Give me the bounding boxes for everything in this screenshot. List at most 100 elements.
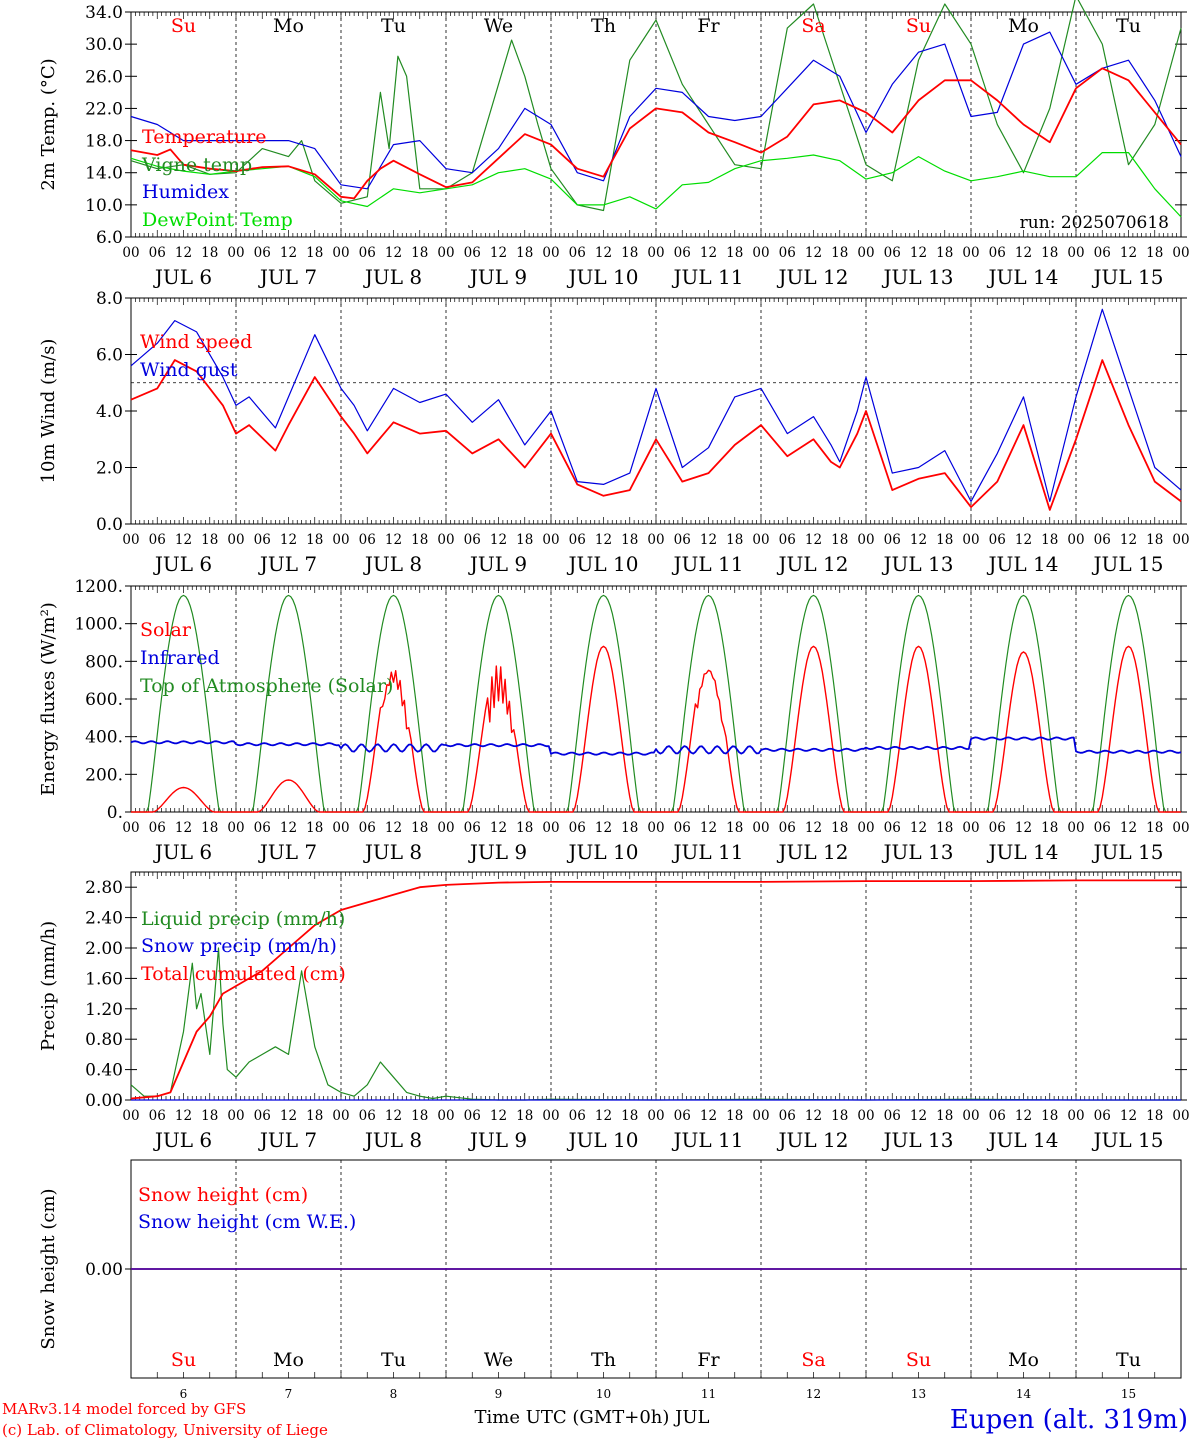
x-hour-label: 12 — [385, 820, 402, 836]
x-hour-label: 06 — [569, 1108, 586, 1124]
x-hour-label: 18 — [1041, 245, 1058, 261]
x-hour-label: 00 — [962, 245, 979, 261]
y-tick-label: 200. — [85, 765, 123, 785]
x-hour-label: 18 — [306, 532, 323, 548]
x-hour-label: 00 — [437, 532, 454, 548]
y-tick-label: 0.0 — [96, 515, 123, 535]
legend-entry: Wind gust — [140, 359, 238, 381]
y-tick-label: 14.0 — [85, 164, 123, 184]
x-hour-label: 06 — [674, 245, 691, 261]
xaxis-title: Time UTC (GMT+0h) JUL — [475, 1407, 710, 1428]
x-hour-label: 18 — [201, 1108, 218, 1124]
x-hour-label: 00 — [962, 1108, 979, 1124]
x-hour-label: 12 — [700, 1108, 717, 1124]
x-hour-label: 00 — [962, 820, 979, 836]
x-hour-label: 00 — [857, 1108, 874, 1124]
legend-entry: Infrared — [140, 647, 220, 669]
weekday-label: Fr — [697, 1349, 720, 1371]
x-hour-label: 18 — [936, 820, 953, 836]
x-hour-label: 06 — [674, 532, 691, 548]
x-hour-label: 00 — [332, 245, 349, 261]
y-tick-label: 1.60 — [85, 969, 123, 989]
weekday-label: Sa — [801, 1349, 825, 1371]
x-hour-label: 12 — [385, 1108, 402, 1124]
x-hour-label: 12 — [1120, 532, 1137, 548]
x-day-label: JUL 12 — [777, 840, 849, 864]
panels: 6.0 10.0 14.0 18.0 22.0 26.0 30.0 34.0 2m Temp. … — [38, 0, 1190, 1401]
x-hour-label: 18 — [306, 1108, 323, 1124]
x-hour-label: 00 — [437, 820, 454, 836]
x-day-label: JUL 6 — [153, 552, 212, 576]
weekday-label: Fr — [697, 15, 720, 37]
x-hour-label: 00 — [752, 532, 769, 548]
y-tick-label: 0.00 — [85, 1260, 123, 1280]
x-hour-label: 18 — [1146, 1108, 1163, 1124]
x-hour-label: 12 — [175, 245, 192, 261]
legend-entry: Temperature — [142, 126, 266, 148]
day-number: 15 — [1121, 1387, 1136, 1401]
x-hour-label: 00 — [437, 245, 454, 261]
x-hour-label: 00 — [647, 820, 664, 836]
x-day-label: JUL 13 — [882, 552, 954, 576]
series-solar — [131, 645, 1181, 813]
day-number: 10 — [596, 1387, 611, 1401]
x-hour-label: 12 — [490, 245, 507, 261]
x-hour-label: 00 — [752, 245, 769, 261]
x-hour-label: 18 — [516, 245, 533, 261]
x-hour-label: 18 — [1146, 820, 1163, 836]
weekday-label: Mo — [1008, 15, 1039, 37]
x-hour-label: 00 — [752, 1108, 769, 1124]
x-hour-label: 12 — [1015, 1108, 1032, 1124]
x-day-label: JUL 9 — [468, 1128, 527, 1152]
x-day-label: JUL 15 — [1092, 265, 1164, 289]
x-hour-label: 12 — [175, 532, 192, 548]
x-hour-label: 18 — [936, 532, 953, 548]
x-hour-label: 00 — [857, 245, 874, 261]
legend-entry: Liquid precip (mm/h) — [141, 908, 345, 930]
x-hour-label: 00 — [122, 1108, 139, 1124]
x-hour-label: 12 — [1120, 820, 1137, 836]
x-hour-label: 18 — [411, 1108, 428, 1124]
panel-wind: 0.0 2.0 4.0 6.0 8.0 10m Wind (m/s) 00 06 12 18 00 0… — [38, 289, 1190, 576]
x-hour-label: 06 — [569, 245, 586, 261]
footer-lab-line: (c) Lab. of Climatology, University of L… — [2, 1421, 328, 1439]
day-number: 8 — [390, 1387, 398, 1401]
weekday-label: Mo — [1008, 1349, 1039, 1371]
weekday-label: Su — [171, 1349, 196, 1371]
day-number: 12 — [806, 1387, 821, 1401]
x-hour-label: 00 — [1067, 1108, 1084, 1124]
x-hour-label: 12 — [595, 245, 612, 261]
series-infrared — [130, 736, 1182, 756]
x-day-label: JUL 14 — [987, 1128, 1059, 1152]
x-hour-label: 06 — [149, 245, 166, 261]
x-hour-label: 06 — [779, 532, 796, 548]
x-hour-label: 12 — [280, 245, 297, 261]
x-hour-label: 12 — [490, 532, 507, 548]
weekday-label: Mo — [273, 1349, 304, 1371]
x-hour-label: 18 — [411, 245, 428, 261]
x-hour-label: 00 — [332, 532, 349, 548]
series-humidex — [130, 31, 1182, 190]
x-hour-label: 06 — [884, 245, 901, 261]
x-hour-label: 12 — [595, 532, 612, 548]
x-day-label: JUL 15 — [1092, 552, 1164, 576]
y-tick-label: 1000. — [74, 615, 123, 635]
x-hour-label: 18 — [621, 1108, 638, 1124]
panel-precip: 0.00 0.40 0.80 1.20 1.60 2.00 2.40 2.80 Precip (… — [38, 871, 1190, 1152]
y-tick-label: 34.0 — [85, 3, 123, 23]
x-day-label: JUL 12 — [777, 552, 849, 576]
y-tick-label: 22.0 — [85, 99, 123, 119]
x-hour-label: 12 — [1015, 532, 1032, 548]
weekday-label: Tu — [1116, 15, 1141, 37]
x-hour-label: 00 — [227, 532, 244, 548]
x-hour-label: 06 — [779, 245, 796, 261]
weekday-label: Tu — [1116, 1349, 1141, 1371]
x-hour-label: 00 — [542, 820, 559, 836]
day-number: 7 — [285, 1387, 293, 1401]
weekday-label: We — [484, 1349, 513, 1371]
x-day-label: JUL 6 — [153, 840, 212, 864]
x-hour-label: 12 — [595, 1108, 612, 1124]
x-hour-label: 12 — [280, 532, 297, 548]
x-hour-label: 06 — [1094, 820, 1111, 836]
y-tick-label: 0.00 — [85, 1091, 123, 1111]
